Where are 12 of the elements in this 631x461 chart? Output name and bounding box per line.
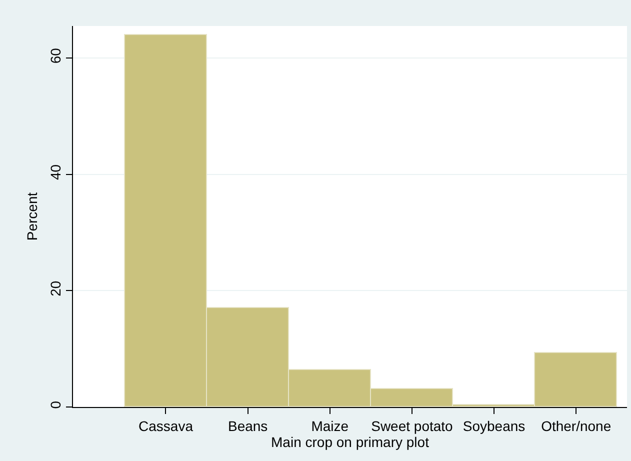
y-tick-label: 60 <box>47 48 64 64</box>
x-tick-label: Other/none <box>541 418 612 434</box>
x-tick-label: Maize <box>311 418 349 434</box>
x-tick-label: Cassava <box>138 418 194 434</box>
y-tick-label: 40 <box>47 164 64 180</box>
x-tick-label: Beans <box>228 418 268 434</box>
y-tick-label: 20 <box>47 280 64 296</box>
y-tick-label: 0 <box>47 400 64 409</box>
x-tick-label: Soybeans <box>462 418 526 434</box>
x-axis-title: Main crop on primary plot <box>271 434 430 450</box>
x-tick-label: Sweet potato <box>371 418 454 434</box>
y-axis-title: Percent <box>24 192 40 241</box>
